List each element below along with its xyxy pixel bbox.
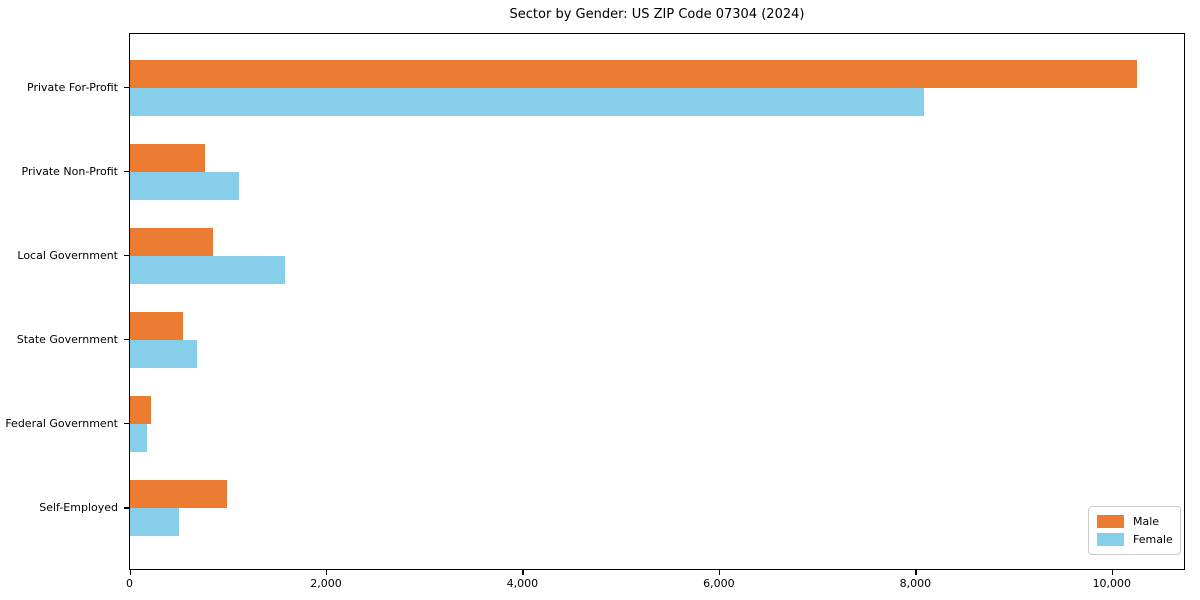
male-bar <box>130 395 151 424</box>
female-legend-swatch <box>1097 533 1124 546</box>
legend-label: Male <box>1133 515 1160 528</box>
y-axis-tick <box>124 423 129 425</box>
legend-row: Male <box>1097 515 1174 528</box>
male-bar <box>130 227 213 256</box>
male-legend-swatch <box>1097 515 1124 528</box>
male-bar <box>130 143 205 172</box>
x-axis-tick <box>522 570 524 575</box>
x-axis-tick <box>718 570 721 575</box>
x-axis-tick-label: 2,000 <box>310 577 342 590</box>
female-bar <box>130 423 147 452</box>
y-axis-label: Local Government <box>17 248 118 262</box>
legend-label: Female <box>1133 533 1173 546</box>
y-axis-label: Private For-Profit <box>27 80 118 94</box>
y-axis-tick <box>124 255 129 257</box>
x-axis-tick <box>915 570 917 575</box>
y-axis-label: Self-Employed <box>39 501 118 514</box>
y-axis-label: Private Non-Profit <box>21 164 118 178</box>
male-bar <box>130 480 227 508</box>
male-bar <box>130 59 1137 88</box>
y-axis-tick <box>124 86 129 89</box>
female-bar <box>130 255 285 284</box>
x-axis-tick-label: 8,000 <box>899 577 932 590</box>
legend-row: Female <box>1097 533 1174 546</box>
female-bar <box>130 87 924 116</box>
y-axis-tick <box>124 507 129 509</box>
legend: Male Female <box>1088 506 1181 555</box>
y-axis-label: Federal Government <box>5 416 118 430</box>
male-bar <box>130 311 183 340</box>
chart-title: Sector by Gender: US ZIP Code 07304 (202… <box>509 7 805 22</box>
x-axis-tick-label: 0 <box>126 577 133 590</box>
x-axis-tick-label: 4,000 <box>506 577 539 590</box>
y-axis-label: State Government <box>16 332 118 346</box>
x-axis-tick-label: 10,000 <box>1092 577 1132 590</box>
plot-area <box>129 33 1185 570</box>
y-axis-tick <box>124 339 129 341</box>
x-axis-tick <box>1111 570 1113 575</box>
x-axis-tick-label: 6,000 <box>703 577 735 590</box>
female-bar <box>130 339 197 368</box>
x-axis-tick <box>129 570 131 575</box>
x-axis-tick <box>325 570 328 575</box>
female-bar <box>130 171 239 200</box>
female-bar <box>130 508 179 536</box>
y-axis-tick <box>124 171 129 173</box>
